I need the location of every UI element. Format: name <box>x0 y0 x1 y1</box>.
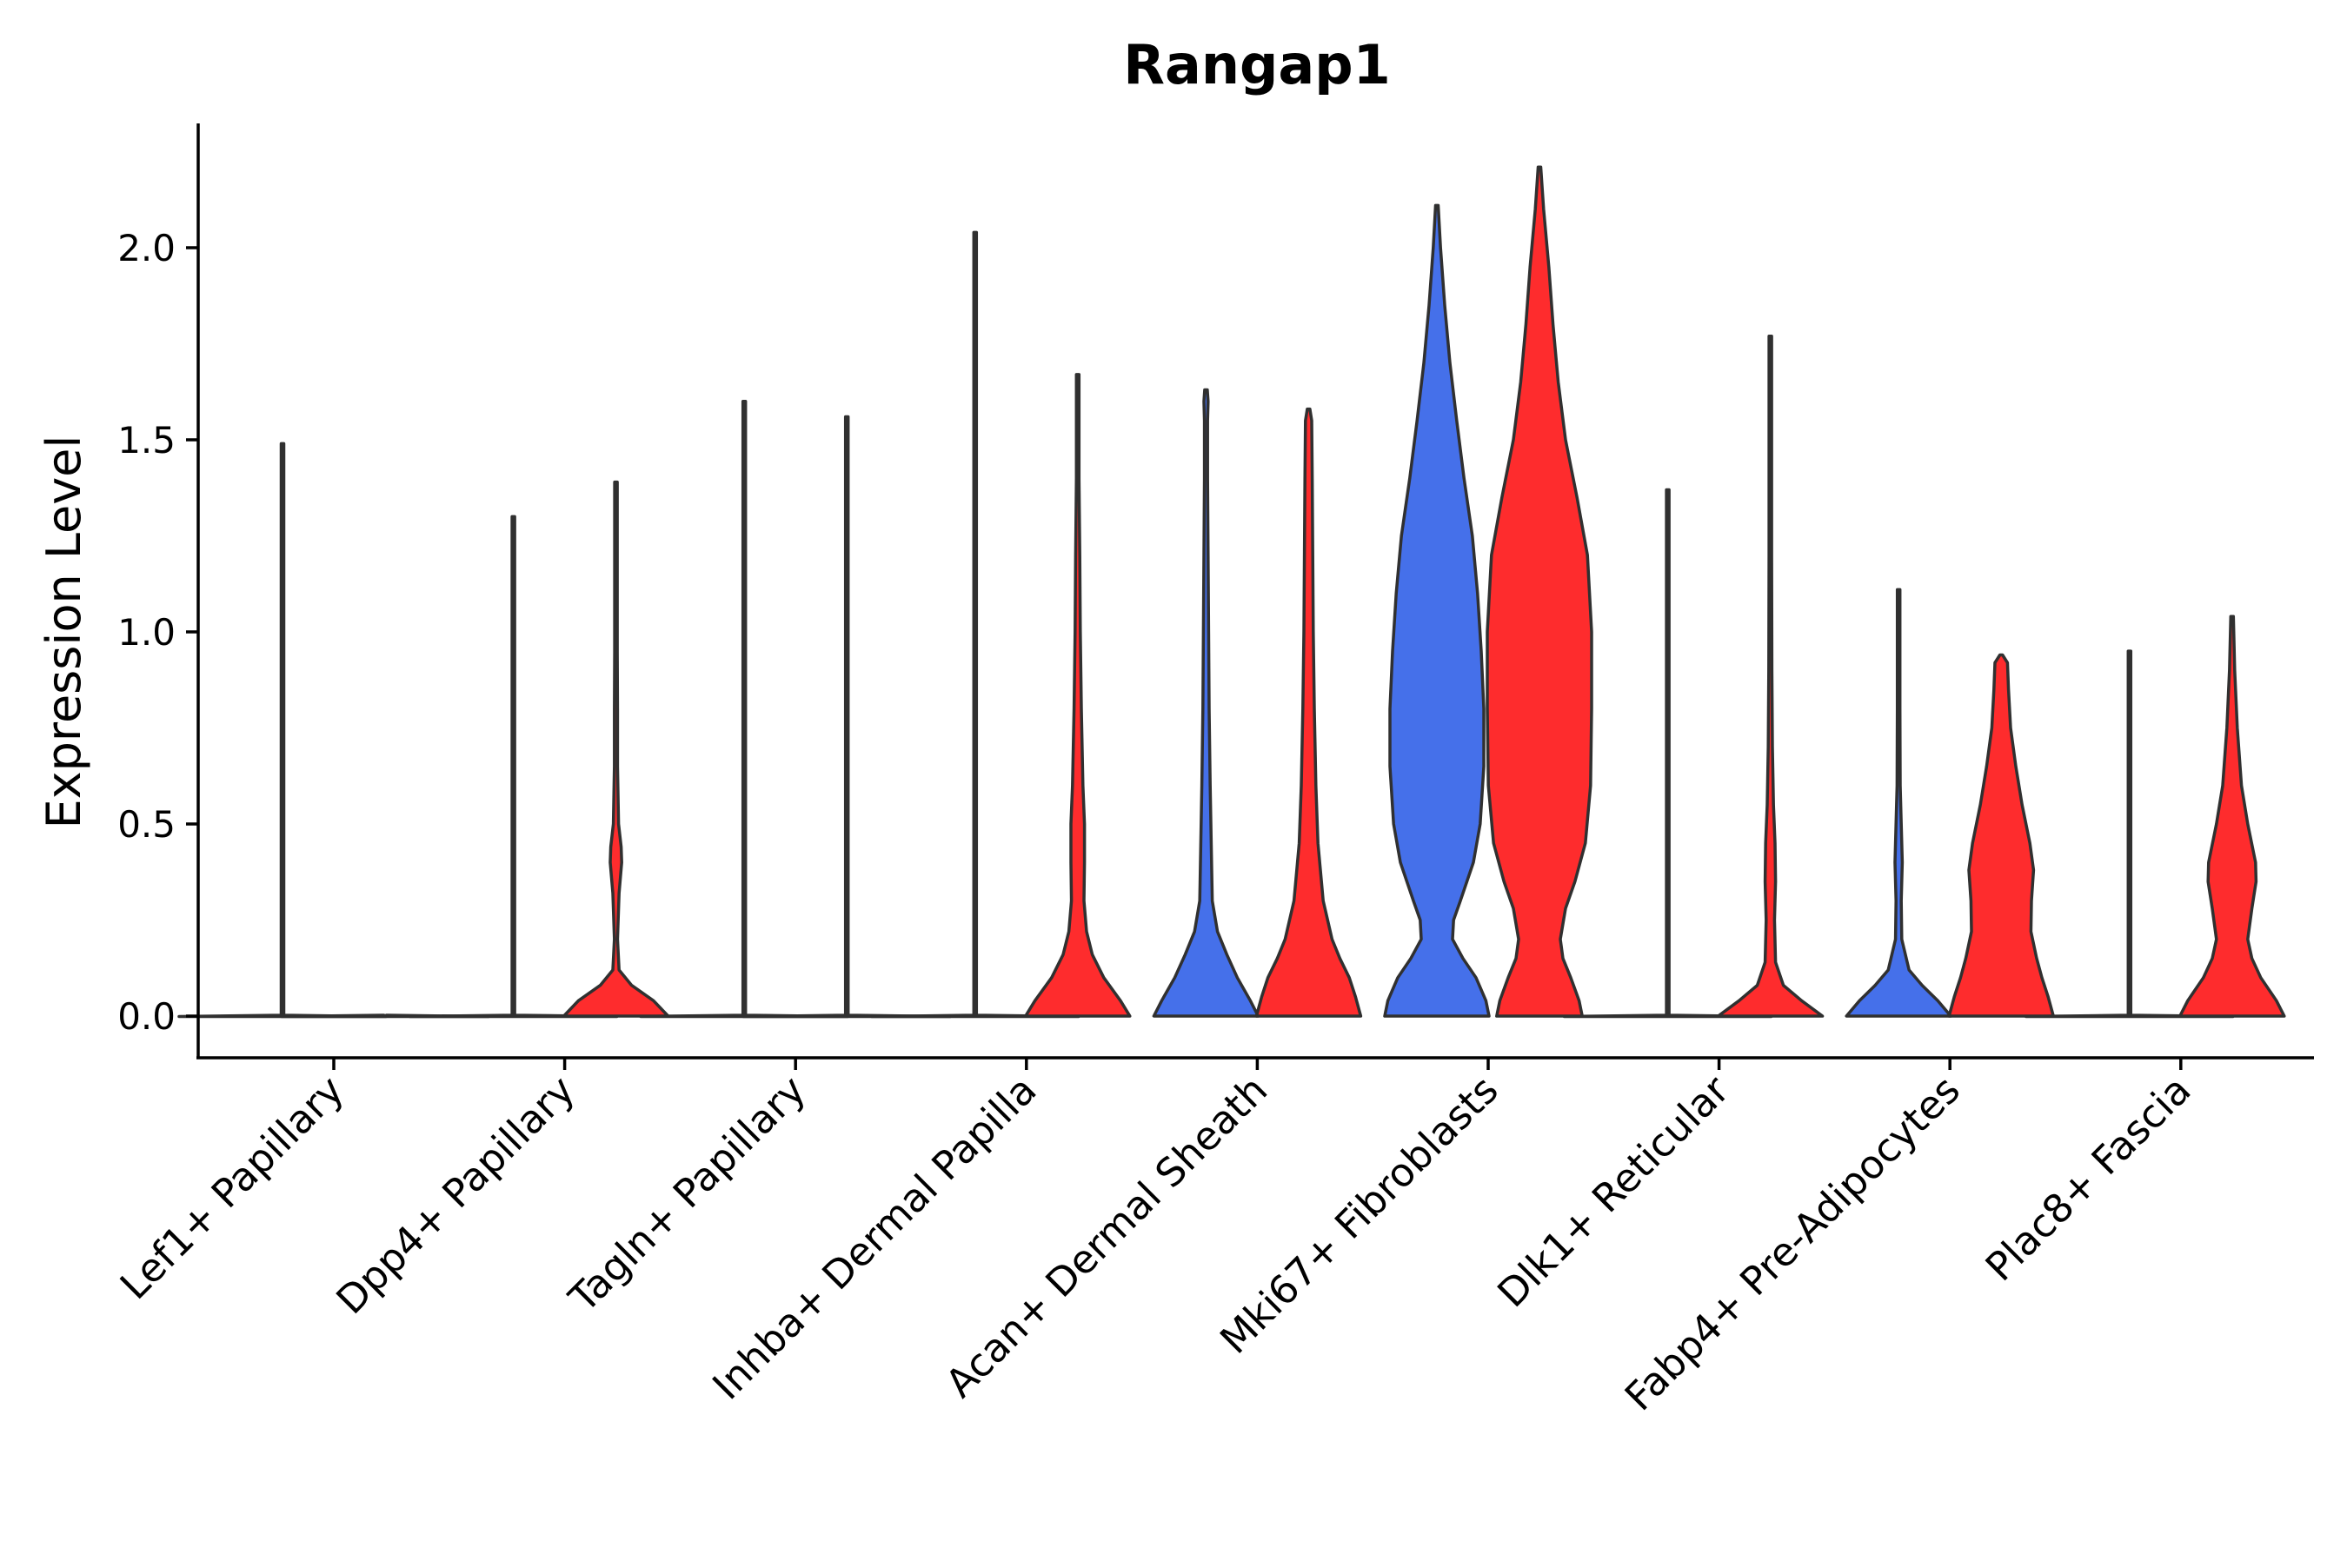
violin-plac8-fascia-a <box>2025 649 2235 1019</box>
y-tick-label: 0.0 <box>117 995 176 1038</box>
x-tick-label-dpp4-papillary: Dpp4+ Papillary <box>328 1066 584 1323</box>
x-tick-label-plac8-fascia: Plac8+ Fascia <box>1977 1066 2200 1290</box>
violin-acan-dermal-sheath-b <box>1254 407 1363 1018</box>
x-tick-label-dlk1-reticular: Dlk1+ Reticular <box>1488 1066 1738 1316</box>
violin-dpp4-papillary-a <box>408 515 619 1019</box>
violin-inhba-dermal-papilla-a <box>870 230 1080 1019</box>
violin-tagln-papillary-a <box>639 400 849 1019</box>
violin-layer <box>177 165 2286 1019</box>
chart-title: Rangap1 <box>1123 33 1390 96</box>
violin-fabp4-pre-adipocytes-a <box>1845 588 1952 1018</box>
violin-acan-dermal-sheath-a <box>1152 388 1260 1018</box>
y-tick-label: 1.0 <box>117 611 176 654</box>
y-axis-label: Expression Level <box>37 435 91 829</box>
y-tick-label: 1.5 <box>117 419 176 462</box>
violin-tagln-papillary-b <box>741 415 952 1019</box>
violin-dlk1-reticular-a <box>1562 488 1773 1019</box>
y-tick-label: 0.5 <box>117 803 176 846</box>
violin-fabp4-pre-adipocytes-b <box>1947 653 2055 1018</box>
violin-mki67-fibroblasts-a <box>1383 203 1491 1018</box>
x-tick-label-lef1-papillary: Lef1+ Papillary <box>111 1066 353 1308</box>
violin-mki67-fibroblasts-b <box>1486 165 1593 1018</box>
violin-plac8-fascia-b <box>2178 615 2286 1018</box>
y-tick-label: 2.0 <box>117 227 176 269</box>
violin-dlk1-reticular-b <box>1716 334 1825 1018</box>
violin-lef1-papillary-a <box>177 442 388 1019</box>
violin-dpp4-papillary-b <box>562 480 670 1018</box>
x-tick-label-tagln-papillary: Tagln+ Papillary <box>560 1066 814 1321</box>
axes <box>196 123 2314 1060</box>
violin-inhba-dermal-papilla-b <box>1024 373 1132 1018</box>
y-ticks: 0.0 0.5 1.0 1.5 2.0 <box>117 227 198 1038</box>
